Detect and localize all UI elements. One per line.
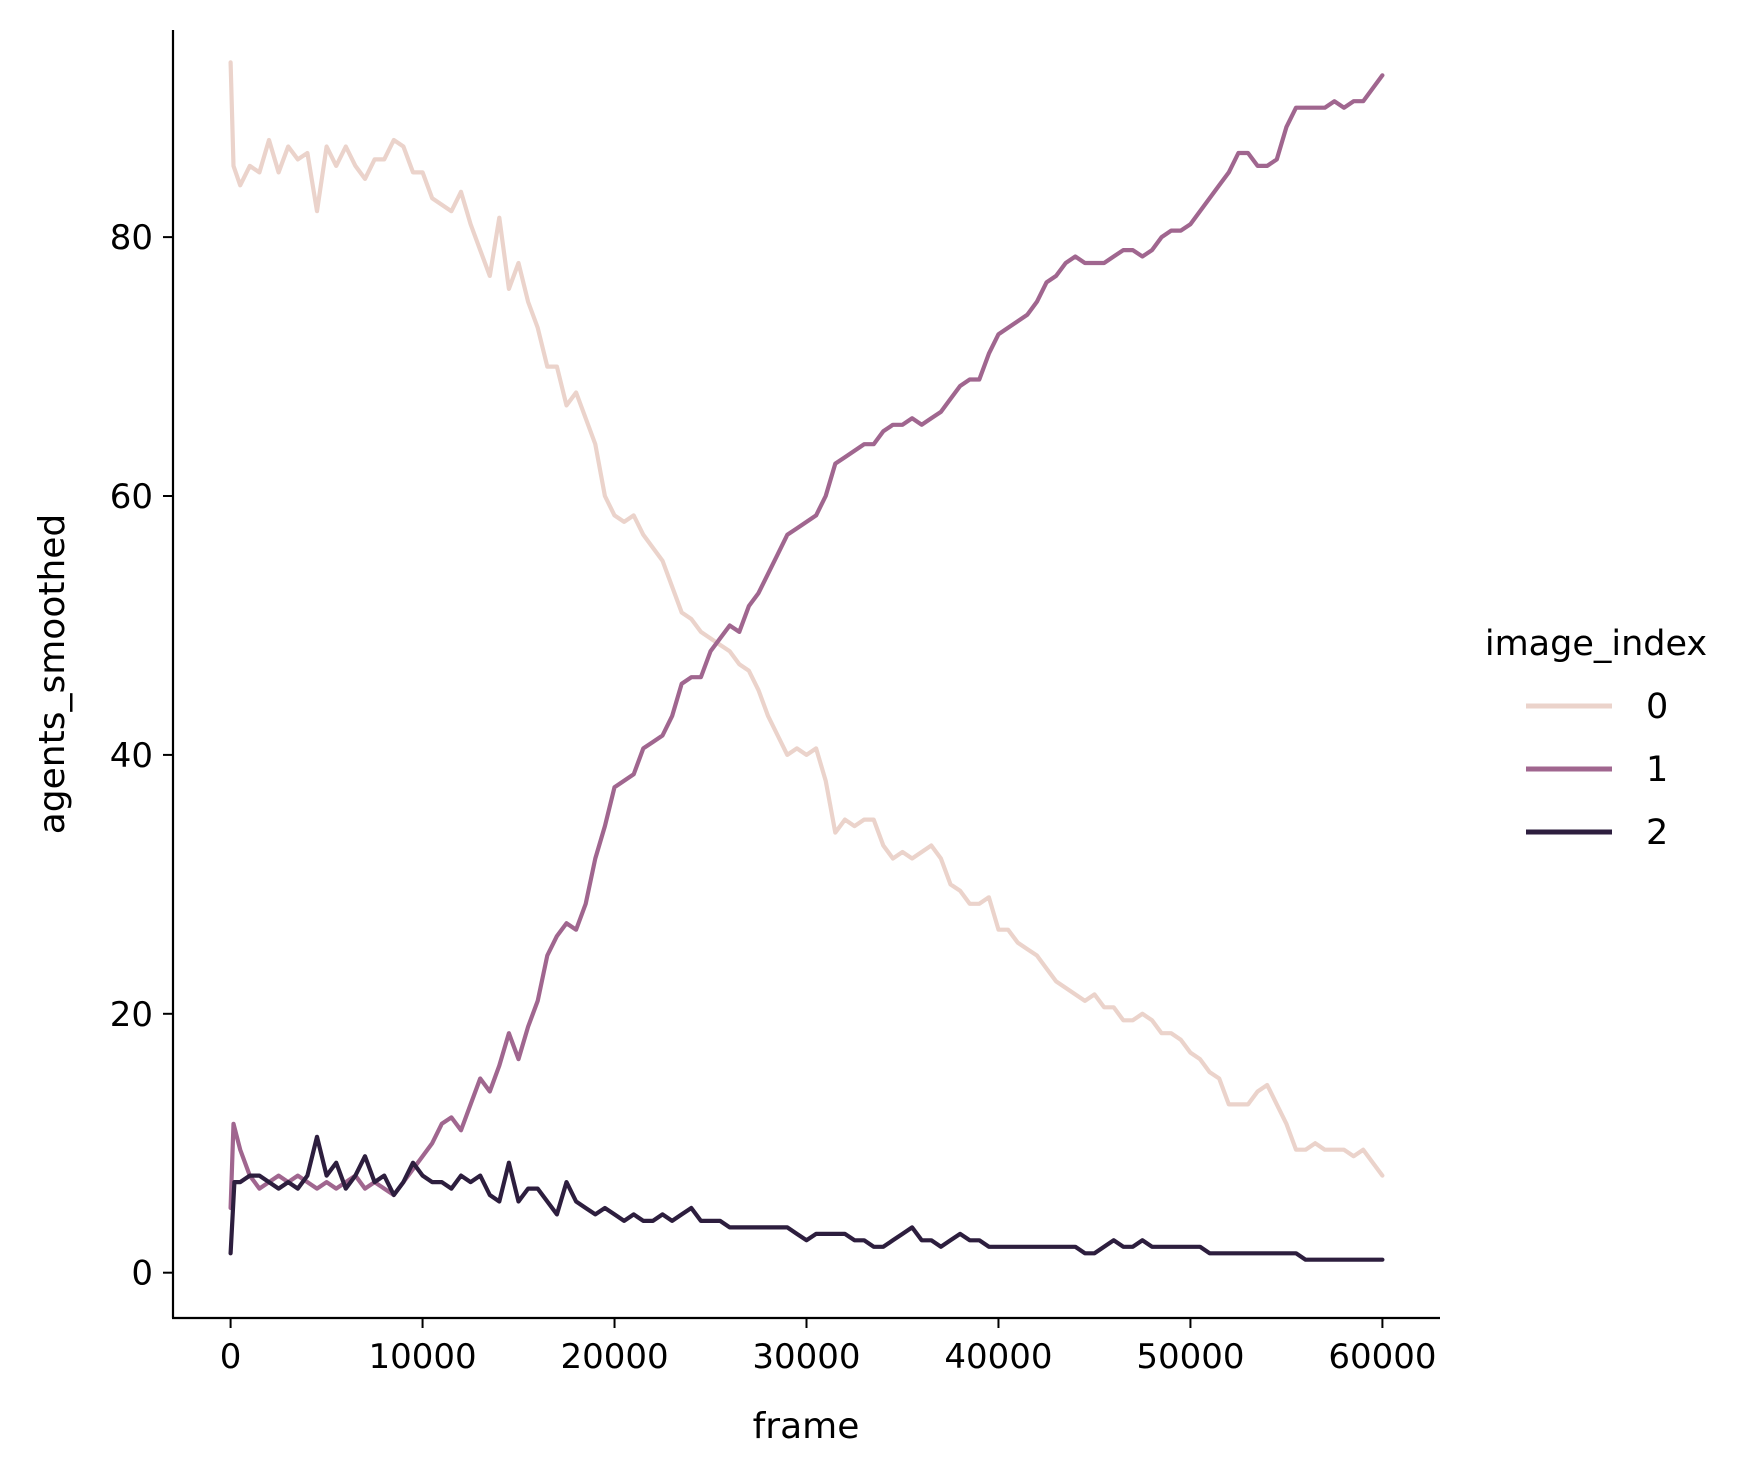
legend-label-0: 0 — [1646, 687, 1668, 727]
x-axis-ticks: 0 10000 20000 30000 40000 50000 60000 — [220, 1318, 1436, 1377]
legend-label-2: 2 — [1646, 813, 1668, 853]
y-tick-label: 60 — [110, 477, 153, 517]
legend: image_index 0 1 2 — [1485, 624, 1707, 853]
y-axis-ticks: 0 20 40 60 80 — [110, 218, 173, 1294]
y-tick-label: 40 — [110, 736, 153, 776]
x-tick-label: 50000 — [1136, 1337, 1244, 1377]
x-tick-label: 20000 — [560, 1337, 668, 1377]
y-tick-label: 0 — [131, 1254, 153, 1294]
series-lines — [228, 60, 1385, 1262]
x-axis-title: frame — [753, 1406, 860, 1447]
x-tick-label: 0 — [220, 1337, 242, 1377]
y-tick-label: 20 — [110, 995, 153, 1035]
x-tick-label: 30000 — [752, 1337, 860, 1377]
x-tick-label: 40000 — [944, 1337, 1052, 1377]
x-tick-label: 10000 — [368, 1337, 476, 1377]
legend-items: 0 1 2 — [1526, 687, 1668, 853]
legend-title: image_index — [1485, 624, 1707, 664]
series-line-0 — [228, 60, 1385, 1178]
series-line-1 — [228, 73, 1385, 1211]
legend-label-1: 1 — [1646, 750, 1668, 790]
y-tick-label: 80 — [110, 218, 153, 258]
y-axis-title: agents_smoothed — [32, 514, 73, 835]
series-line-2 — [228, 1134, 1385, 1262]
x-tick-label: 60000 — [1328, 1337, 1436, 1377]
